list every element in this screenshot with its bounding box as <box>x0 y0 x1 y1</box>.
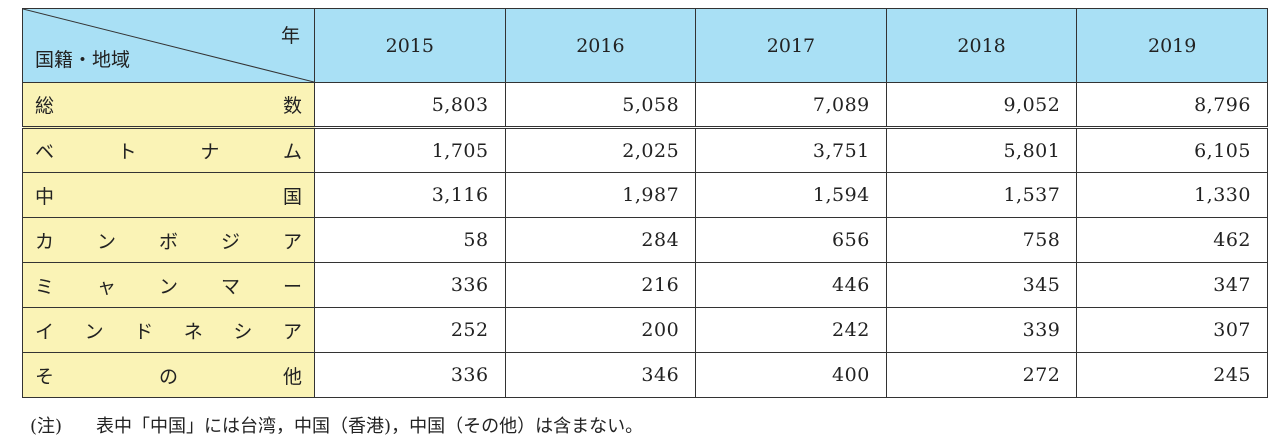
table-row: ベ ト ナ ム 1,705 2,025 3,751 5,801 6,105 <box>22 127 1268 173</box>
row-header-cell: その他 <box>22 352 315 398</box>
value-cell: 1,705 <box>314 127 506 173</box>
value-cell: 272 <box>885 352 1078 398</box>
row-label: ベトナム <box>35 137 302 164</box>
value-cell: 7,089 <box>695 82 887 129</box>
value-cell: 284 <box>504 217 697 263</box>
value-cell: 9,052 <box>885 82 1078 129</box>
row-label: その他 <box>35 362 302 389</box>
year-header-2018: 2018 <box>885 8 1078 83</box>
row-header-cell: ベトナム <box>22 127 315 173</box>
value-cell: 1,330 <box>1076 172 1268 218</box>
value-cell: 347 <box>1076 262 1268 308</box>
value-cell: 216 <box>504 262 697 308</box>
row-label: カンボジア <box>35 227 302 254</box>
row-label-char: ア <box>282 230 302 253</box>
table-row: ミ ャ ン マ ー 336 216 446 345 347 <box>22 262 1268 308</box>
footnote-text: 表中「中国」には台湾，中国（香港)，中国（その他）は含まない。 <box>96 416 644 437</box>
year-header-2015: 2015 <box>314 8 506 83</box>
row-label-char: ン <box>84 320 104 343</box>
value-cell: 307 <box>1076 307 1268 353</box>
row-label-char: の <box>158 365 178 388</box>
year-header-2019: 2019 <box>1076 8 1268 83</box>
year-axis-label: 年 <box>280 25 300 47</box>
row-label-char: マ <box>220 275 240 298</box>
row-header-cell: ミャンマー <box>22 262 315 308</box>
value-cell: 5,801 <box>885 127 1078 173</box>
row-label-char: そ <box>35 365 55 388</box>
value-cell: 1,537 <box>885 172 1078 218</box>
row-label: インドネシア <box>35 317 302 344</box>
value-cell: 400 <box>695 352 887 398</box>
row-label: 中国 <box>35 182 302 209</box>
row-label-char: ド <box>134 320 154 343</box>
row-label: ミャンマー <box>35 272 302 299</box>
header-row: 年 国籍・地域 2015 2016 2017 2018 2019 <box>22 8 1268 83</box>
row-label-char: イ <box>35 320 55 343</box>
table-row: 中国 3,116 1,987 1,594 1,537 1,330 <box>22 172 1268 218</box>
value-cell: 446 <box>695 262 887 308</box>
row-label-char: ベ <box>35 141 55 163</box>
year-header-2017: 2017 <box>695 8 887 83</box>
row-label-char: ム <box>282 141 302 163</box>
row-label-char: 中 <box>35 185 55 208</box>
diagonal-divider <box>23 9 314 82</box>
row-header-cell: 総数 <box>22 82 315 129</box>
value-cell: 6,105 <box>1076 127 1268 173</box>
row-header-cell: インドネシア <box>22 307 315 353</box>
row-label-char: ジ <box>220 230 240 253</box>
row-label-char: ン <box>158 275 178 298</box>
value-cell: 1,594 <box>695 172 887 218</box>
row-label-char: カ <box>35 230 55 253</box>
value-cell: 252 <box>314 307 506 353</box>
table-body: 年 国籍・地域 2015 2016 2017 2018 2019 総数 5,803… <box>22 8 1268 398</box>
row-label-char: 数 <box>282 95 302 117</box>
row-label-char: ャ <box>96 275 116 298</box>
row-label-char: シ <box>233 320 253 343</box>
row-label-char: ナ <box>200 141 220 163</box>
value-cell: 336 <box>314 262 506 308</box>
table-row: イ ン ド ネ シ ア 252 200 242 339 307 <box>22 307 1268 353</box>
value-cell: 339 <box>885 307 1078 353</box>
table-row: そ の 他 336 346 400 272 245 <box>22 352 1268 398</box>
value-cell: 345 <box>885 262 1078 308</box>
value-cell: 200 <box>504 307 697 353</box>
row-label: 総数 <box>35 91 302 118</box>
corner-header-cell: 年 国籍・地域 <box>22 8 315 83</box>
value-cell: 462 <box>1076 217 1268 263</box>
footnote: (注) 表中「中国」には台湾，中国（香港)，中国（その他）は含まない。 <box>30 412 643 438</box>
value-cell: 58 <box>314 217 506 263</box>
value-cell: 5,803 <box>314 82 506 129</box>
value-cell: 656 <box>695 217 887 263</box>
footnote-tag: (注) <box>30 416 63 437</box>
value-cell: 336 <box>314 352 506 398</box>
row-label-char: ボ <box>158 230 178 253</box>
row-label-char: ア <box>282 320 302 343</box>
value-cell: 245 <box>1076 352 1268 398</box>
value-cell: 346 <box>504 352 697 398</box>
value-cell: 5,058 <box>504 82 697 129</box>
row-label-char: ネ <box>183 320 203 343</box>
value-cell: 3,751 <box>695 127 887 173</box>
row-label-char: 国 <box>282 185 302 208</box>
row-label-char: ト <box>117 141 137 163</box>
value-cell: 758 <box>885 217 1078 263</box>
row-label-char: 他 <box>282 365 302 388</box>
row-label-char: ミ <box>35 275 55 298</box>
statistics-table: 年 国籍・地域 2015 2016 2017 2018 2019 総数 5,803… <box>22 8 1268 398</box>
row-label-char: ン <box>96 230 116 253</box>
row-label-char: 総 <box>35 95 55 117</box>
row-label-char: ー <box>282 275 302 298</box>
table-row: カ ン ボ ジ ア 58 284 656 758 462 <box>22 217 1268 263</box>
value-cell: 2,025 <box>504 127 697 173</box>
row-header-cell: カンボジア <box>22 217 315 263</box>
country-axis-label: 国籍・地域 <box>35 49 131 71</box>
table-row: 総数 5,803 5,058 7,089 9,052 8,796 <box>22 82 1268 129</box>
value-cell: 8,796 <box>1076 82 1268 129</box>
row-header-cell: 中国 <box>22 172 315 218</box>
value-cell: 242 <box>695 307 887 353</box>
value-cell: 3,116 <box>314 172 506 218</box>
value-cell: 1,987 <box>504 172 697 218</box>
year-header-2016: 2016 <box>504 8 697 83</box>
